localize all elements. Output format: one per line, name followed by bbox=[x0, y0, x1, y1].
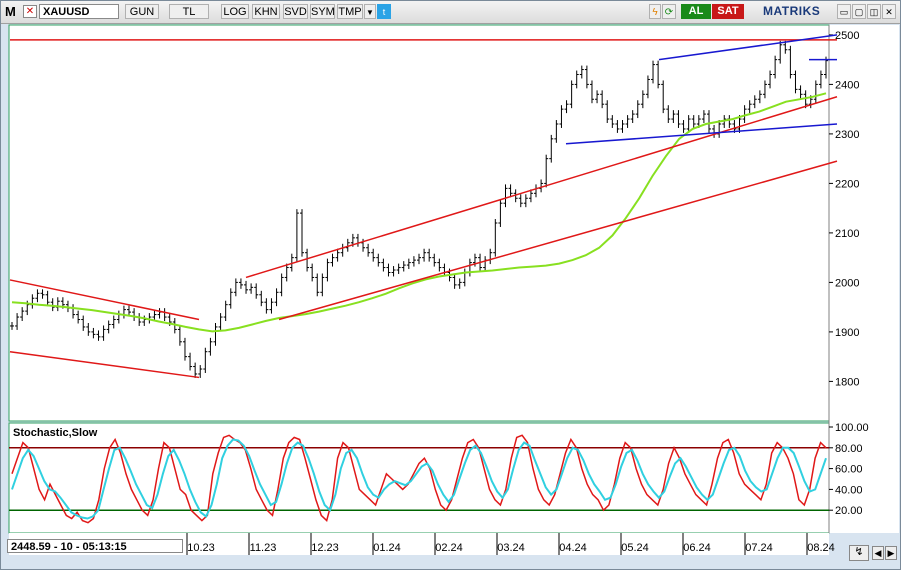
date-tick-label: 12.23 bbox=[311, 542, 339, 554]
maximize-icon[interactable]: ▢ bbox=[852, 4, 866, 19]
khn-button[interactable]: KHN bbox=[252, 4, 280, 19]
price-tick-label: 2300 bbox=[835, 129, 859, 141]
price-tick-label: 2200 bbox=[835, 178, 859, 190]
close-symbol-icon[interactable]: ✕ bbox=[23, 5, 37, 18]
toolbar: M ✕ XAUUSD GUN TL LOG KHN SVD SYM TMP ▼ … bbox=[1, 1, 900, 24]
date-axis bbox=[9, 533, 829, 555]
chart-area[interactable]: 1800 1900 2000 2100 2200 2300 2400 2500 20.00 40.… bbox=[1, 23, 900, 569]
price-tick-label: 1900 bbox=[835, 327, 859, 339]
stoch-d-line bbox=[11, 438, 827, 520]
date-tick-label: 03.24 bbox=[497, 542, 525, 554]
price-readout: 2448.59 - 10 - 05:13:15 bbox=[7, 539, 183, 553]
date-tick-label: 06.24 bbox=[683, 542, 711, 554]
price-panel bbox=[8, 24, 830, 422]
trendline bbox=[278, 160, 838, 321]
date-tick-label: 08.24 bbox=[807, 542, 835, 554]
sym-button[interactable]: SYM bbox=[310, 4, 335, 19]
tmp-button[interactable]: TMP bbox=[337, 4, 363, 19]
stoch-tick-label: 100.00 bbox=[835, 422, 869, 434]
trendline bbox=[658, 34, 838, 61]
restore-icon[interactable]: ◫ bbox=[867, 4, 881, 19]
price-tick-label: 2100 bbox=[835, 228, 859, 240]
price-tick-label: 2400 bbox=[835, 79, 859, 91]
trendline bbox=[9, 279, 200, 321]
close-window-icon[interactable]: ✕ bbox=[882, 4, 896, 19]
brand-logo: MATRIKS bbox=[763, 4, 821, 18]
date-tick-label: 02.24 bbox=[435, 542, 463, 554]
price-tick-label: 2500 bbox=[835, 30, 859, 42]
sell-button[interactable]: SAT bbox=[712, 4, 744, 19]
symbol-field[interactable]: XAUUSD bbox=[39, 4, 119, 19]
twitter-icon[interactable]: t bbox=[377, 4, 391, 19]
stoch-k-line bbox=[11, 434, 827, 524]
zoom-icon[interactable]: ↯ bbox=[849, 545, 869, 561]
scroll-right-icon[interactable]: ▶ bbox=[885, 546, 897, 560]
svd-button[interactable]: SVD bbox=[283, 4, 308, 19]
lightning-icon[interactable]: ϟ bbox=[649, 4, 661, 19]
currency-tl-button[interactable]: TL bbox=[169, 4, 209, 19]
app-logo[interactable]: M bbox=[5, 4, 16, 19]
date-tick-label: 11.23 bbox=[250, 542, 277, 554]
date-tick-label: 10.23 bbox=[187, 542, 215, 554]
stoch-tick-label: 20.00 bbox=[835, 505, 863, 517]
date-tick-label: 04.24 bbox=[559, 542, 587, 554]
stoch-tick-label: 40.00 bbox=[835, 484, 863, 496]
stoch-tick-label: 80.00 bbox=[835, 443, 863, 455]
period-gun-button[interactable]: GUN bbox=[125, 4, 159, 19]
trendline bbox=[565, 123, 838, 145]
date-tick-label: 05.24 bbox=[621, 542, 649, 554]
trendline bbox=[245, 96, 838, 279]
value-axis-strip bbox=[829, 25, 899, 533]
price-tick-label: 2000 bbox=[835, 277, 859, 289]
buy-button[interactable]: AL bbox=[681, 4, 711, 19]
refresh-icon[interactable]: ⟳ bbox=[662, 4, 676, 19]
date-tick-label: 07.24 bbox=[745, 542, 773, 554]
stoch-tick-label: 60.00 bbox=[835, 464, 863, 476]
price-tick-label: 1800 bbox=[835, 376, 859, 388]
trendline bbox=[9, 350, 200, 379]
stoch-title: Stochastic,Slow bbox=[13, 427, 98, 439]
stochastic-panel bbox=[8, 422, 830, 534]
moving-average-line bbox=[11, 92, 827, 333]
minimize-icon[interactable]: ▭ bbox=[837, 4, 851, 19]
scroll-left-icon[interactable]: ◀ bbox=[872, 546, 884, 560]
date-tick-label: 01.24 bbox=[373, 542, 401, 554]
chevron-down-icon[interactable]: ▼ bbox=[364, 4, 376, 19]
log-scale-button[interactable]: LOG bbox=[221, 4, 249, 19]
